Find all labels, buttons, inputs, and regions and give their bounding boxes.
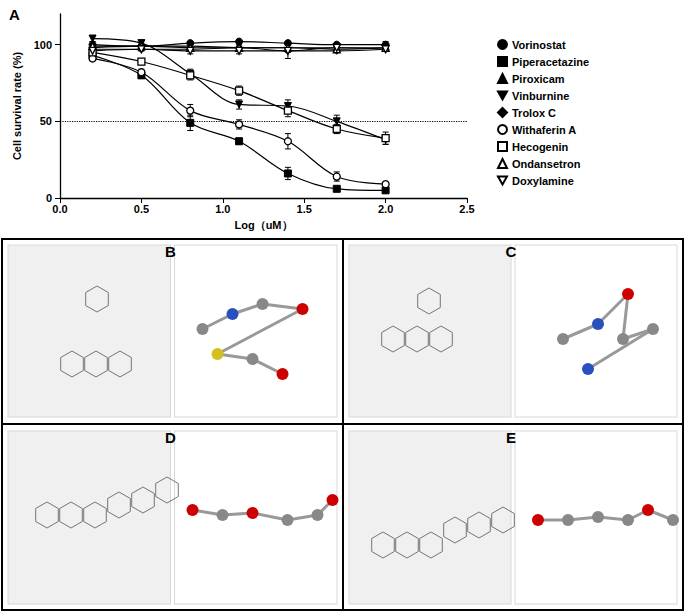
svg-text:50: 50 — [40, 115, 52, 127]
svg-text:Piroxicam: Piroxicam — [512, 73, 565, 85]
svg-text:A: A — [9, 6, 20, 23]
svg-text:Cell survival rate (%): Cell survival rate (%) — [11, 52, 23, 161]
svg-text:Vorinostat: Vorinostat — [512, 39, 566, 51]
svg-text:100: 100 — [34, 39, 52, 51]
svg-text:Hecogenin: Hecogenin — [512, 141, 569, 153]
svg-text:1.0: 1.0 — [215, 203, 230, 215]
svg-text:1.5: 1.5 — [297, 203, 312, 215]
svg-text:Vinburnine: Vinburnine — [512, 90, 569, 102]
svg-text:D: D — [165, 429, 176, 446]
svg-text:2.5: 2.5 — [459, 203, 474, 215]
svg-text:Withaferin A: Withaferin A — [512, 124, 576, 136]
svg-text:Doxylamine: Doxylamine — [512, 175, 574, 187]
svg-text:2.0: 2.0 — [378, 203, 393, 215]
svg-text:Ondansetron: Ondansetron — [512, 158, 581, 170]
svg-text:Trolox C: Trolox C — [512, 107, 556, 119]
svg-text:E: E — [506, 429, 516, 446]
svg-text:0.0: 0.0 — [52, 203, 67, 215]
svg-text:0: 0 — [46, 192, 52, 204]
svg-text:0.5: 0.5 — [134, 203, 149, 215]
svg-text:C: C — [506, 243, 517, 260]
svg-text:B: B — [165, 243, 176, 260]
svg-text:Piperacetazine: Piperacetazine — [512, 56, 589, 68]
svg-text:Log（uM）: Log（uM） — [234, 219, 292, 232]
